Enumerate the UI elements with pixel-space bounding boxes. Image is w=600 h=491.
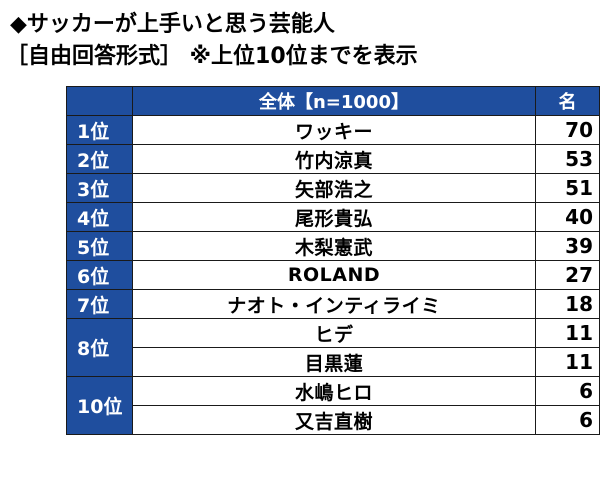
- chart-subtitle: ［自由回答形式］ ※上位10位までを表示: [6, 44, 418, 69]
- count-cell: 11: [535, 318, 600, 348]
- name-cell: 尾形貴弘: [131, 202, 537, 232]
- ranking-table: 全体【n=1000】 名 1位 ワッキー 70 2位 竹内涼真 53 3位 矢部浩之 51 4位尾…: [66, 86, 600, 435]
- count-cell: 6: [535, 376, 600, 406]
- name-cell: ROLAND: [131, 260, 537, 290]
- name-cell: ワッキー: [131, 115, 537, 145]
- count-cell: 70: [535, 115, 600, 145]
- count-cell: 6: [535, 405, 600, 435]
- rank-cell: 2位: [66, 144, 133, 174]
- name-cell: 又吉直樹: [131, 405, 537, 435]
- header-group: 全体【n=1000】: [131, 86, 537, 116]
- count-cell: 53: [535, 144, 600, 174]
- name-cell: 矢部浩之: [131, 173, 537, 203]
- count-cell: 27: [535, 260, 600, 290]
- rank-cell: 3位: [66, 173, 133, 203]
- name-cell: ヒデ: [131, 318, 537, 348]
- rank-cell: 1位: [66, 115, 133, 145]
- count-cell: 39: [535, 231, 600, 261]
- name-cell: 水嶋ヒロ: [131, 376, 537, 406]
- table-row: 10位 水嶋ヒロ 6: [66, 376, 600, 435]
- table-row: 8位 ヒデ 11: [66, 318, 600, 377]
- table-row: 7位 ナオト・インティライミ 18: [66, 289, 600, 319]
- table-row: 2位 竹内涼真 53: [66, 144, 600, 174]
- table-row: 3位 矢部浩之 51: [66, 173, 600, 203]
- table-row: 又吉直樹 6: [67, 405, 600, 435]
- header-corner: [66, 86, 133, 116]
- rank-cell: 4位: [66, 202, 133, 232]
- rank-cell: 6位: [66, 260, 133, 290]
- name-cell: 目黒蓮: [131, 347, 537, 377]
- header-row: 全体【n=1000】 名: [66, 86, 600, 116]
- rank-cell: 7位: [66, 289, 133, 319]
- header-count: 名: [535, 86, 600, 116]
- count-cell: 11: [535, 347, 600, 377]
- name-cell: ナオト・インティライミ: [131, 289, 537, 319]
- name-cell: 木梨憲武: [131, 231, 537, 261]
- count-cell: 18: [535, 289, 600, 319]
- count-cell: 40: [535, 202, 600, 232]
- table-row: 4位 尾形貴弘 40: [66, 202, 600, 232]
- count-cell: 51: [535, 173, 600, 203]
- table-row: 5位 木梨憲武 39: [66, 231, 600, 261]
- rank-cell: 8位: [66, 318, 133, 377]
- rank-cell: 10位: [66, 376, 133, 435]
- ranking-body: 1位 ワッキー 70 2位 竹内涼真 53 3位 矢部浩之 51 4位 尾形貴弘 40 5位 木梨憲武 39…: [66, 115, 600, 435]
- name-cell: 竹内涼真: [131, 144, 537, 174]
- table-row: 1位 ワッキー 70: [66, 115, 600, 145]
- table-row: 目黒蓮 11: [67, 347, 600, 377]
- table-row: 6位 ROLAND 27: [66, 260, 600, 290]
- rank-cell: 5位: [66, 231, 133, 261]
- chart-title: ◆サッカーが上手いと思う芸能人: [10, 12, 335, 37]
